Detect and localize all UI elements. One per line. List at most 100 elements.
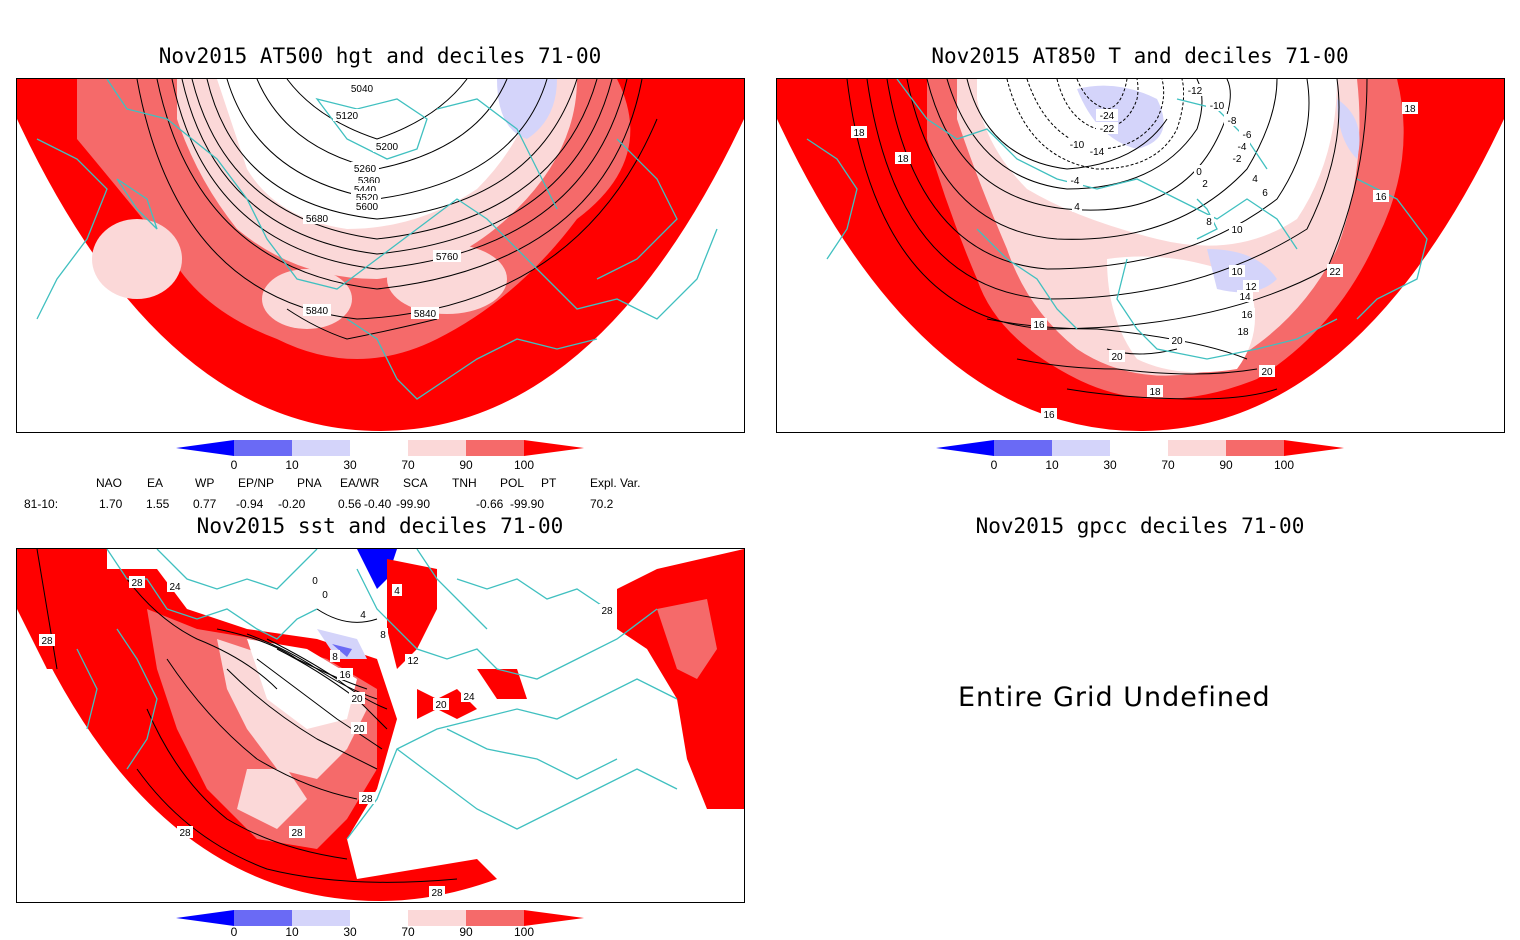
index-value: 70.2: [590, 497, 614, 511]
contour-label: 28: [431, 888, 443, 899]
contour-label: -4: [1071, 176, 1080, 187]
colorbar-tick: 100: [1273, 458, 1295, 472]
contour-label: 5120: [336, 111, 359, 122]
contour-label: 16: [1241, 310, 1253, 321]
contour-label: 12: [407, 656, 419, 667]
index-value: -99.90: [396, 497, 431, 511]
index-header: NAO: [96, 476, 123, 490]
contour-label-bg: [1204, 215, 1214, 227]
contour-label-bg: [1194, 165, 1204, 177]
contour-label: 20: [1171, 336, 1183, 347]
index-header: EP/NP: [238, 476, 275, 490]
contour-label: 24: [463, 692, 475, 703]
contour-label: 18: [853, 128, 865, 139]
contour-label: 16: [1033, 320, 1045, 331]
contour-label: 28: [361, 794, 373, 805]
contour-label-bg: [1250, 172, 1260, 184]
contour-label-bg: [599, 604, 615, 616]
contour-label-bg: [429, 886, 445, 898]
contour-label: 28: [131, 578, 143, 589]
colorbar-tick: 90: [459, 458, 473, 472]
contour-label-bg: [1067, 174, 1083, 186]
contour-label-bg: [433, 698, 449, 710]
colorbar-tick: 90: [459, 925, 473, 939]
contour-label-bg: [1041, 408, 1057, 420]
index-header: EA/WR: [340, 476, 380, 490]
index-row-label: 81-10:: [24, 497, 59, 511]
map-panel-t850: -12 -10 -8 -6 -4 -24 -22 -10 -14 -2 0 2 4 6 -4 4 8 10 10 12…: [776, 78, 1505, 433]
index-header: Expl. Var.: [590, 476, 641, 490]
contour-label-bg: [167, 580, 183, 592]
index-value: 1.70: [99, 497, 123, 511]
contour-label: 28: [291, 828, 303, 839]
contour-label-bg: [1402, 102, 1418, 114]
contour-label: 8: [1206, 217, 1212, 228]
contour-label: 20: [1261, 367, 1273, 378]
contour-label-bg: [177, 826, 193, 838]
contour-label: -12: [1188, 86, 1203, 97]
undefined-grid-message: Entire Grid Undefined: [958, 682, 1271, 713]
contour-label: 4: [1074, 202, 1080, 213]
index-value: -0.94: [236, 497, 264, 511]
colorbar-tick: 70: [401, 925, 415, 939]
contour-label: 16: [1375, 192, 1387, 203]
contour-label-bg: [349, 692, 365, 704]
contour-label-bg: [1096, 122, 1118, 134]
contour-label-bg: [359, 792, 375, 804]
contour-label: 20: [353, 724, 365, 735]
contour-label-bg: [895, 152, 911, 164]
contour-label: -2: [1233, 154, 1242, 165]
index-value: -0.20: [278, 497, 306, 511]
contour-label-bg: [1096, 109, 1118, 121]
map-panel-hgt500: 5040 5120 5200 5260 5360 5440 5520 5600 5680 5760…: [16, 78, 745, 433]
contour-label-bg: [303, 212, 331, 224]
colorbar-tick: 30: [343, 925, 357, 939]
contour-label: 5040: [351, 84, 374, 95]
contour-label-bg: [348, 82, 376, 94]
colorbar-sst: 0 10 30 70 90 100: [176, 910, 586, 940]
contour-label-bg: [289, 826, 305, 838]
contour-label-bg: [351, 162, 379, 174]
contour-label-bg: [1327, 265, 1343, 277]
contour-label-bg: [1066, 138, 1088, 150]
index-header: TNH: [452, 476, 477, 490]
contour-label-bg: [1229, 223, 1245, 235]
contour-label: 22: [1329, 267, 1341, 278]
contour-label: 16: [1043, 410, 1055, 421]
contour-label: -14: [1090, 147, 1105, 158]
contour-label-bg: [1234, 140, 1250, 152]
contour-label: 16: [339, 670, 351, 681]
contour-label: 6: [1262, 188, 1268, 199]
contour-label: 0: [1196, 167, 1202, 178]
contour-label: 20: [1111, 352, 1123, 363]
contour-label: 14: [1239, 292, 1251, 303]
index-header: WP: [195, 476, 215, 490]
contour-label: 24: [169, 582, 181, 593]
contour-label: 2: [1202, 179, 1208, 190]
contour-label-bg: [337, 668, 353, 680]
contour-label-bg: [358, 608, 368, 620]
contour-label: 18: [1237, 327, 1249, 338]
contour-label: -24: [1100, 111, 1115, 122]
contour-label: 28: [41, 636, 53, 647]
contour-label: 8: [380, 630, 386, 641]
contour-label-bg: [303, 304, 331, 316]
colorbar-tick: 0: [990, 458, 998, 472]
contour-label: 4: [1252, 174, 1258, 185]
contour-label: 12: [1245, 282, 1257, 293]
contour-label: 5360: [358, 176, 381, 187]
contour-label-bg: [373, 140, 401, 152]
panel-title-t850: Nov2015 AT850 T and deciles 71-00: [931, 44, 1349, 68]
index-header: PT: [541, 476, 557, 490]
contour-label: 0: [322, 590, 328, 601]
colorbar-tick: 30: [343, 458, 357, 472]
contour-label: 28: [601, 606, 613, 617]
contour-label: -8: [1228, 116, 1237, 127]
contour-label-bg: [1109, 350, 1125, 362]
panel-title-sst: Nov2015 sst and deciles 71-00: [196, 514, 564, 538]
contour-label: 18: [1149, 387, 1161, 398]
colorbar-tick: 70: [401, 458, 415, 472]
index-value: 1.55: [146, 497, 170, 511]
contour-label-bg: [1169, 334, 1185, 346]
colorbar-t850: 0 10 30 70 90 100: [936, 440, 1346, 474]
